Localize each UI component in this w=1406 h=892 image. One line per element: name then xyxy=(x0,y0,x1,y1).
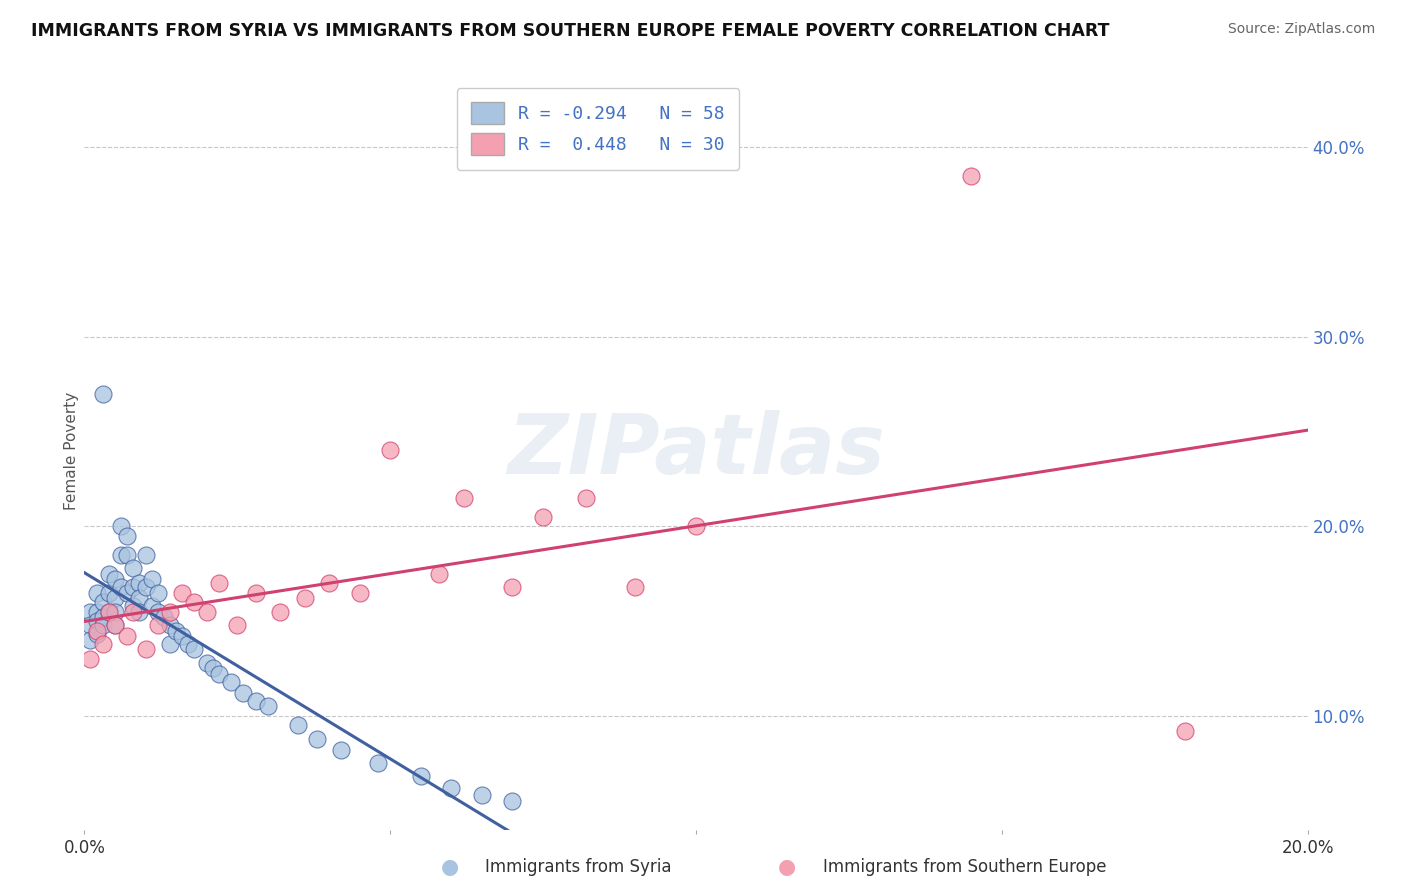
Point xyxy=(122,599,145,613)
Point xyxy=(128,591,150,606)
Point xyxy=(104,591,127,606)
Point xyxy=(91,386,114,401)
Point xyxy=(104,618,127,632)
Point xyxy=(146,585,169,599)
Point xyxy=(159,605,181,619)
Text: Source: ZipAtlas.com: Source: ZipAtlas.com xyxy=(1227,22,1375,37)
Point xyxy=(685,519,707,533)
Point xyxy=(453,491,475,505)
Point xyxy=(380,443,402,458)
Point xyxy=(201,661,224,675)
Point xyxy=(79,618,101,632)
Point xyxy=(195,656,218,670)
Point xyxy=(146,618,169,632)
Point xyxy=(110,580,132,594)
Point xyxy=(104,573,127,587)
Point xyxy=(122,605,145,619)
Point xyxy=(135,580,157,594)
Legend: R = -0.294   N = 58, R =  0.448   N = 30: R = -0.294 N = 58, R = 0.448 N = 30 xyxy=(457,88,740,170)
Text: ZIPatlas: ZIPatlas xyxy=(508,410,884,491)
Point xyxy=(531,509,554,524)
Point xyxy=(172,585,194,599)
Point xyxy=(97,585,120,599)
Point xyxy=(367,756,389,771)
Point xyxy=(122,561,145,575)
Point xyxy=(172,629,194,643)
Y-axis label: Female Poverty: Female Poverty xyxy=(63,392,79,509)
Point xyxy=(86,585,108,599)
Point xyxy=(115,548,138,562)
Point xyxy=(135,548,157,562)
Point xyxy=(159,618,181,632)
Point xyxy=(159,637,181,651)
Point xyxy=(960,169,983,183)
Point xyxy=(245,694,267,708)
Point xyxy=(349,585,371,599)
Point xyxy=(257,699,280,714)
Text: Immigrants from Syria: Immigrants from Syria xyxy=(485,858,672,876)
Point xyxy=(115,629,138,643)
Point xyxy=(110,519,132,533)
Point xyxy=(153,610,176,624)
Point xyxy=(91,610,114,624)
Point xyxy=(97,605,120,619)
Point xyxy=(146,605,169,619)
Point xyxy=(115,585,138,599)
Point xyxy=(330,743,353,757)
Point xyxy=(183,595,205,609)
Point xyxy=(502,580,524,594)
Point xyxy=(1174,724,1197,739)
Point xyxy=(177,637,200,651)
Text: ●: ● xyxy=(779,857,796,877)
Point xyxy=(91,618,114,632)
Point xyxy=(294,591,316,606)
Point xyxy=(128,605,150,619)
Point xyxy=(208,576,231,591)
Text: IMMIGRANTS FROM SYRIA VS IMMIGRANTS FROM SOUTHERN EUROPE FEMALE POVERTY CORRELAT: IMMIGRANTS FROM SYRIA VS IMMIGRANTS FROM… xyxy=(31,22,1109,40)
Point xyxy=(219,674,242,689)
Point xyxy=(79,605,101,619)
Point xyxy=(226,618,249,632)
Text: ●: ● xyxy=(441,857,458,877)
Point xyxy=(409,769,432,784)
Point xyxy=(97,605,120,619)
Point xyxy=(232,686,254,700)
Point xyxy=(575,491,598,505)
Point xyxy=(104,605,127,619)
Point xyxy=(122,580,145,594)
Point xyxy=(97,566,120,581)
Point xyxy=(624,580,647,594)
Point xyxy=(502,794,524,808)
Point xyxy=(269,605,291,619)
Point xyxy=(245,585,267,599)
Point xyxy=(195,605,218,619)
Point xyxy=(128,576,150,591)
Point xyxy=(305,731,328,746)
Point xyxy=(440,780,463,795)
Point xyxy=(141,599,163,613)
Point xyxy=(110,548,132,562)
Point xyxy=(135,642,157,657)
Point xyxy=(183,642,205,657)
Point xyxy=(471,789,494,803)
Point xyxy=(91,595,114,609)
Point xyxy=(104,618,127,632)
Point xyxy=(86,627,108,641)
Point xyxy=(79,652,101,666)
Point xyxy=(91,637,114,651)
Point xyxy=(318,576,340,591)
Point xyxy=(79,633,101,648)
Point xyxy=(165,624,187,638)
Point xyxy=(86,614,108,628)
Point xyxy=(427,566,450,581)
Point xyxy=(86,624,108,638)
Text: Immigrants from Southern Europe: Immigrants from Southern Europe xyxy=(823,858,1107,876)
Point xyxy=(208,667,231,681)
Point xyxy=(141,573,163,587)
Point xyxy=(287,718,309,732)
Point xyxy=(86,605,108,619)
Point xyxy=(115,529,138,543)
